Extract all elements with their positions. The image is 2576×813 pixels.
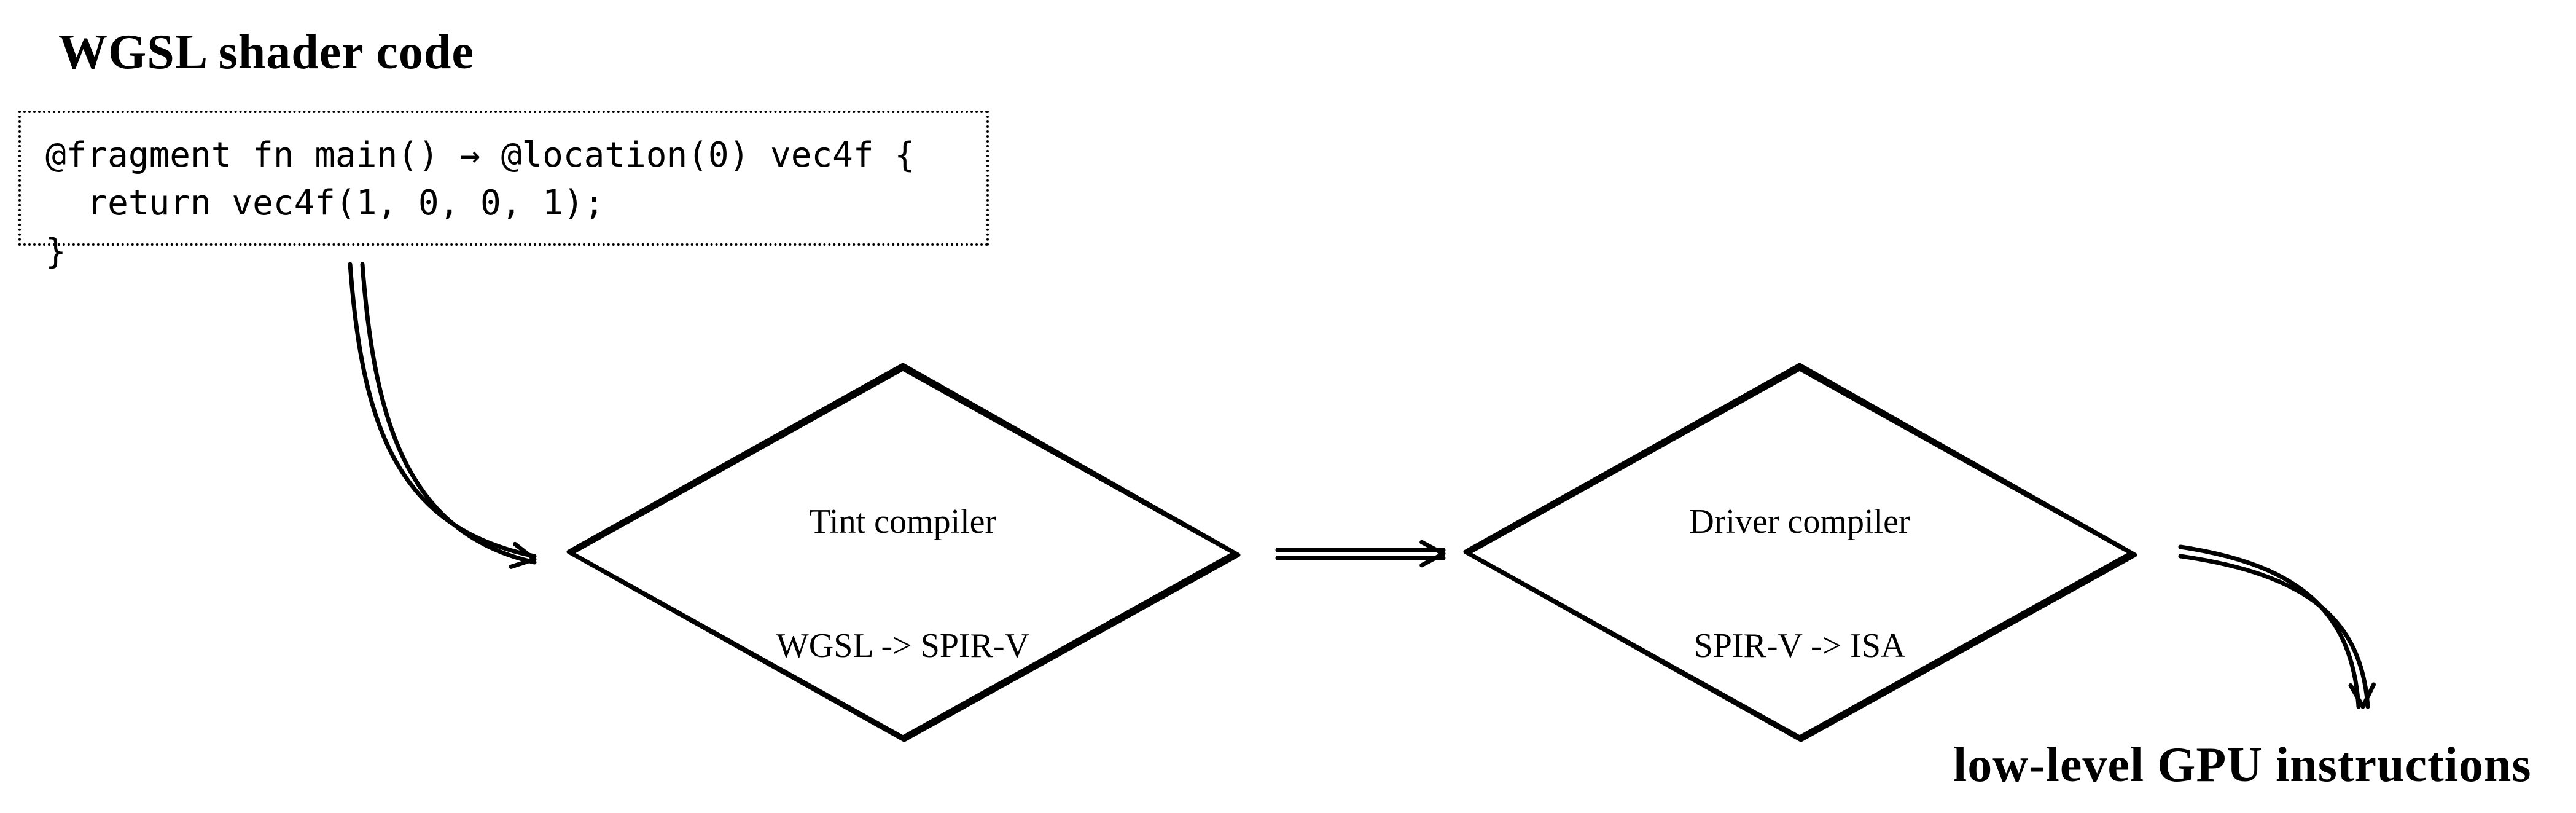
- tint-compiler-label: Tint compiler WGSL -> SPIR-V: [571, 491, 1235, 677]
- wgsl-code-box: @fragment fn main() → @location(0) vec4f…: [18, 111, 989, 246]
- diagram-title: WGSL shader code: [58, 25, 474, 81]
- tint-line1: Tint compiler: [810, 503, 996, 541]
- tint-compiler-node: Tint compiler WGSL -> SPIR-V: [571, 369, 1235, 737]
- driver-compiler-label: Driver compiler SPIR-V -> ISA: [1468, 491, 2131, 677]
- driver-line1: Driver compiler: [1689, 503, 1910, 541]
- driver-compiler-node: Driver compiler SPIR-V -> ISA: [1468, 369, 2131, 737]
- output-label: low-level GPU instructions: [1953, 737, 2531, 793]
- tint-line2: WGSL -> SPIR-V: [776, 627, 1029, 665]
- driver-line2: SPIR-V -> ISA: [1694, 627, 1906, 665]
